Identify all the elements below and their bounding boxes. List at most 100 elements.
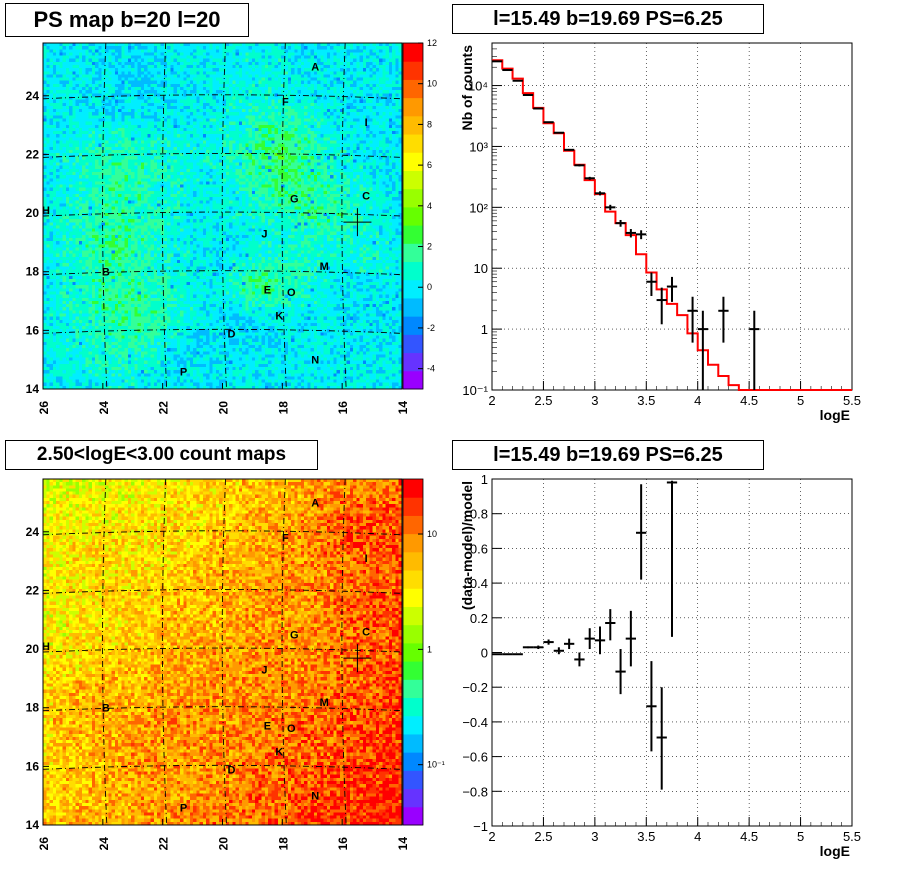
y-tick-label: −0.2	[462, 680, 488, 695]
colorbar-cell	[403, 297, 423, 317]
y-tick-label: 0.4	[470, 576, 488, 591]
source-label: N	[311, 791, 319, 803]
x-tick-label: 22	[157, 401, 171, 415]
x-tick-label: 14	[396, 401, 410, 415]
y-tick-label: 10⁻¹	[462, 383, 488, 398]
x-tick-label: 5.5	[843, 829, 861, 844]
source-label: D	[227, 328, 235, 340]
x-tick-label: 26	[37, 401, 51, 415]
y-tick-label: −0.8	[462, 784, 488, 799]
colorbar-cell	[403, 497, 423, 516]
colorbar-tick-label: 10	[427, 79, 437, 89]
colorbar-cell	[403, 806, 423, 826]
colorbar-tick-label: 4	[427, 201, 432, 211]
source-label: H	[42, 641, 50, 653]
y-tick-label: 0.8	[470, 507, 488, 522]
colorbar-tick-label: 10⁻¹	[427, 760, 445, 770]
colorbar-cell	[403, 533, 423, 553]
source-label: I	[365, 117, 368, 129]
colorbar-cell	[403, 43, 423, 62]
grid-line-l	[161, 42, 168, 390]
source-label: O	[287, 287, 296, 299]
x-tick-label: 5.5	[843, 393, 861, 408]
y-tick-label: 10	[474, 261, 488, 276]
source-label: F	[282, 533, 289, 545]
colorbar-cell	[403, 152, 423, 171]
x-tick-label: 14	[396, 837, 410, 851]
colorbar-cell	[403, 770, 423, 790]
y-tick-label: 1	[481, 472, 488, 487]
colorbar-cell	[403, 788, 423, 808]
x-tick-label: 22	[157, 837, 171, 851]
y-tick-label: −0.4	[462, 715, 488, 730]
y-axis-label: (data-model)/model	[459, 481, 475, 610]
x-tick-label: 24	[97, 401, 111, 415]
source-label: G	[290, 629, 299, 641]
x-tick-label: 26	[37, 837, 51, 851]
y-tick-label: 24	[26, 89, 40, 103]
x-tick-label: 20	[217, 837, 231, 851]
source-label: P	[180, 802, 187, 814]
colorbar-cell	[403, 370, 423, 390]
source-label: A	[311, 61, 319, 73]
grid-line-l	[161, 478, 168, 826]
source-label: J	[261, 229, 267, 241]
y-tick-label: 14	[26, 818, 40, 832]
source-label: C	[362, 626, 370, 638]
colorbar-cell	[403, 316, 423, 335]
colorbar-cell	[403, 515, 423, 535]
spectrum-panel: 2 2.5 3 3.5 4 4.5 5 5.5 10⁻¹ 1 10 10² 10³ 10⁴ logE Nb o…	[459, 42, 861, 423]
source-label: P	[180, 366, 187, 378]
colorbar-cell	[403, 170, 423, 190]
colorbar-cell	[403, 61, 423, 80]
source-label: J	[261, 665, 267, 677]
grid-line-l	[341, 42, 347, 390]
colorbar-cell	[403, 733, 423, 753]
y-tick-label: 24	[26, 525, 40, 539]
x-tick-label: 2.5	[534, 393, 552, 408]
source-label: E	[264, 720, 271, 732]
x-tick-label: 20	[217, 401, 231, 415]
x-tick-label: 3	[591, 393, 598, 408]
colorbar-tick-label: -4	[427, 364, 435, 374]
y-tick-label: 20	[26, 642, 40, 656]
colorbar-cell	[403, 279, 423, 299]
colorbar-cell	[403, 752, 423, 771]
x-tick-label: 4.5	[740, 393, 758, 408]
colorbar-cell	[403, 188, 423, 208]
colorbar-cell	[403, 134, 423, 153]
source-label: D	[227, 764, 235, 776]
y-axis-label: Nb of counts	[459, 45, 475, 131]
y-tick-label: −1	[473, 819, 488, 834]
x-tick-label: 2	[488, 829, 495, 844]
x-tick-label: 2.5	[534, 829, 552, 844]
source-label: K	[275, 311, 283, 323]
count-map-title: 2.50<logE<3.00 count maps	[5, 440, 318, 470]
colorbar-cell	[403, 115, 423, 135]
source-label: B	[102, 703, 110, 715]
x-tick-label: 3.5	[637, 393, 655, 408]
y-tick-label: 10³	[469, 139, 488, 154]
source-label: K	[275, 747, 283, 759]
colorbar-cell	[403, 588, 423, 607]
residual-panel: 2 2.5 3 3.5 4 4.5 5 5.5 −1 −0.8 −0.6 −0.4 −0.2 0 0.2 0.…	[459, 472, 861, 859]
colorbar-cell	[403, 661, 423, 680]
source-label: H	[42, 205, 50, 217]
x-tick-label: 4	[694, 393, 701, 408]
y-tick-label: 22	[26, 583, 40, 597]
y-tick-label: 1	[481, 322, 488, 337]
grid-line-l	[341, 478, 347, 826]
colorbar-cell	[403, 225, 423, 244]
colorbar-cell	[403, 206, 423, 226]
x-axis-label: logE	[820, 843, 850, 859]
y-tick-label: 14	[26, 382, 40, 396]
colorbar-cell	[403, 642, 423, 662]
x-tick-label: 5	[797, 393, 804, 408]
colorbar-tick-label: 8	[427, 119, 432, 129]
colorbar-tick-label: 10	[427, 529, 437, 539]
y-tick-label: 20	[26, 206, 40, 220]
colorbar-cell	[403, 79, 423, 99]
source-label: M	[320, 261, 329, 273]
